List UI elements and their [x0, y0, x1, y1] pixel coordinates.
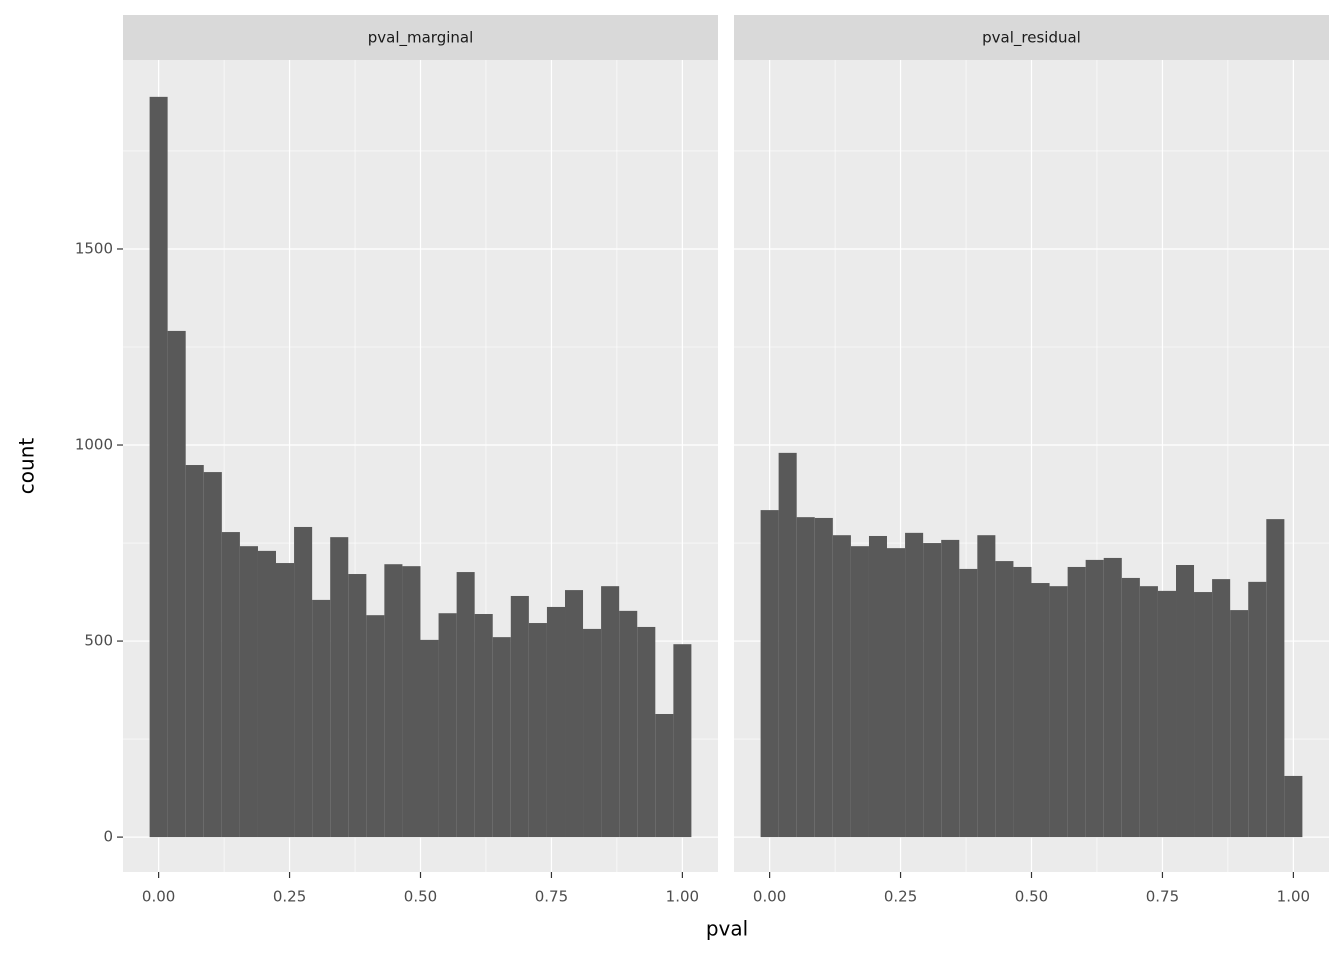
bar: [1176, 565, 1195, 838]
bar: [1121, 577, 1140, 838]
bar: [1248, 581, 1267, 838]
x-tick-label: 0.75: [1146, 888, 1179, 906]
bar: [583, 628, 602, 838]
bar: [185, 465, 204, 838]
bar: [167, 330, 186, 838]
bar: [312, 599, 331, 838]
bar: [203, 472, 222, 838]
bar: [257, 550, 276, 838]
bar: [149, 96, 168, 838]
bar: [995, 561, 1014, 838]
bar: [1139, 586, 1158, 838]
bar: [905, 532, 924, 838]
bar: [294, 526, 313, 838]
x-tick-label: 1.00: [1277, 888, 1310, 906]
bar: [1157, 590, 1177, 838]
x-tick-label: 0.00: [753, 888, 786, 906]
bar: [1049, 586, 1068, 838]
bar: [673, 644, 692, 838]
bar: [239, 546, 258, 838]
bar: [1031, 583, 1050, 838]
bar: [814, 517, 833, 838]
bar: [1013, 566, 1032, 838]
bar: [1194, 592, 1213, 838]
bar: [330, 537, 349, 838]
bar: [1230, 610, 1249, 838]
bar: [1103, 557, 1122, 838]
bar: [655, 713, 674, 838]
bar: [941, 539, 960, 838]
bar: [275, 563, 295, 838]
y-axis-title: count: [15, 438, 39, 495]
bar: [546, 606, 566, 838]
bar: [760, 510, 779, 838]
bar: [438, 613, 457, 838]
x-tick-label: 0.50: [1015, 888, 1048, 906]
bar: [456, 572, 475, 838]
x-tick-label: 0.00: [142, 888, 175, 906]
strip-label: pval_marginal: [368, 29, 474, 48]
bar: [565, 590, 584, 838]
x-axis-title: pval: [706, 917, 748, 941]
bar: [492, 637, 511, 838]
bar: [528, 623, 547, 838]
x-tick-label: 0.75: [535, 888, 568, 906]
bar: [886, 548, 906, 838]
bar: [850, 546, 869, 838]
bar: [1085, 559, 1104, 838]
bar: [959, 568, 978, 838]
bar: [601, 586, 620, 838]
bar: [619, 610, 638, 838]
bar: [868, 535, 887, 838]
y-tick-label: 500: [84, 632, 113, 650]
y-tick-label: 0: [103, 828, 113, 846]
bar: [1067, 566, 1086, 838]
bar: [474, 614, 493, 838]
strip: [123, 15, 718, 60]
x-tick-label: 1.00: [666, 888, 699, 906]
bar: [420, 639, 439, 838]
bar: [348, 574, 367, 838]
y-tick-label: 1500: [75, 239, 113, 257]
bar: [402, 566, 421, 838]
x-tick-label: 0.25: [273, 888, 306, 906]
bar: [832, 535, 851, 838]
bar: [221, 532, 240, 838]
bar: [1266, 519, 1285, 838]
x-tick-label: 0.50: [404, 888, 437, 906]
bar: [796, 517, 815, 838]
strip: [734, 15, 1329, 60]
strip-label: pval_residual: [982, 29, 1081, 48]
bar: [778, 452, 797, 838]
x-tick-label: 0.25: [884, 888, 917, 906]
bar: [1212, 579, 1231, 838]
bar: [923, 543, 942, 838]
bar: [366, 615, 385, 838]
bar: [977, 535, 996, 838]
bar: [1284, 775, 1303, 838]
bar: [510, 595, 529, 838]
bar: [384, 564, 403, 838]
bar: [637, 626, 656, 838]
y-tick-label: 1000: [75, 436, 113, 454]
